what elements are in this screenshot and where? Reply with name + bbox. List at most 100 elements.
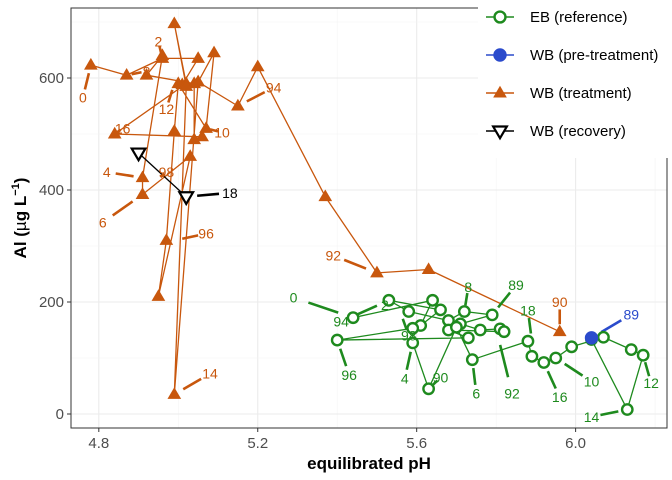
point-label-wbt: 92 — [325, 248, 341, 264]
point-label-eb: 4 — [401, 371, 409, 387]
label-leader-wbr — [197, 192, 220, 198]
marker-eb — [473, 323, 487, 337]
point-label-eb: 18 — [520, 302, 536, 318]
legend-label-wbpre: WB (pre-treatment) — [530, 47, 658, 64]
label-leader-wbt — [167, 89, 174, 103]
marker-wbt — [370, 265, 384, 278]
y-tick-label: 600 — [39, 70, 64, 87]
legend-label-wbr: WB (recovery) — [530, 123, 626, 140]
marker-eb — [620, 403, 634, 416]
legend-key-marker-wbt — [493, 85, 507, 98]
marker-eb — [402, 305, 416, 318]
x-tick-label: 6.0 — [565, 435, 586, 452]
label-leader-wbt — [115, 172, 134, 178]
legend: EB (reference) WB (pre-treatment) WB (trea… — [478, 0, 672, 158]
point-label-eb: 96 — [341, 367, 357, 383]
label-leader-eb — [600, 410, 619, 417]
label-leader-wbt — [159, 172, 166, 179]
point-label-wbt: 8 — [143, 63, 151, 79]
marker-wbt — [151, 289, 166, 301]
marker-eb — [549, 351, 563, 365]
label-leader-wbt — [182, 377, 202, 391]
marker-wbt — [191, 74, 205, 87]
label-leaders — [83, 45, 651, 417]
point-label-eb: 89 — [508, 277, 524, 293]
label-leader-eb — [498, 344, 510, 378]
point-label-wbt: 0 — [79, 90, 87, 106]
marker-eb — [461, 331, 475, 345]
label-leader-eb — [472, 367, 477, 386]
point-label-wbt: 2 — [155, 34, 163, 50]
point-label-wbt: 4 — [103, 164, 111, 180]
marker-wbt — [119, 68, 134, 80]
y-tick-label: 400 — [39, 182, 64, 199]
y-tick-label: 0 — [56, 406, 64, 423]
label-leader-wbt — [246, 90, 266, 103]
legend-label-eb: EB (reference) — [530, 9, 628, 26]
point-label-eb: 12 — [643, 375, 659, 391]
point-label-wbt: 94 — [266, 80, 282, 96]
plot-border — [70, 7, 668, 429]
legend-key-marker-eb — [493, 10, 507, 24]
label-leader-eb — [643, 361, 651, 377]
data-markers — [84, 16, 650, 416]
point-label-wbt: 98 — [159, 164, 175, 180]
point-label-eb: 90 — [433, 370, 449, 386]
label-leader-eb — [405, 351, 412, 371]
point-label-wbt: 10 — [214, 124, 230, 140]
marker-wbt — [139, 68, 154, 80]
point-label-wbt: 12 — [159, 101, 175, 117]
marker-wbt — [231, 98, 245, 111]
marker-eb — [565, 340, 579, 354]
point-label-eb: 10 — [584, 374, 600, 390]
marker-wbt — [135, 187, 150, 199]
point-label-eb: 0 — [290, 290, 298, 306]
point-label-eb: 16 — [552, 389, 568, 405]
x-tick-label: 4.8 — [88, 435, 109, 452]
label-leader-wbt — [181, 234, 199, 240]
marker-eb — [406, 336, 420, 350]
series-line-wbt — [90, 23, 560, 396]
marker-wbt — [191, 51, 205, 63]
marker-wbt — [183, 149, 198, 161]
label-leader-wbt — [209, 128, 219, 133]
marker-eb — [597, 330, 610, 344]
marker-wbt — [195, 129, 209, 142]
x-tick-label: 5.2 — [247, 435, 268, 452]
marker-wbt — [167, 16, 182, 29]
label-leader-eb — [563, 362, 584, 377]
marker-wbr — [129, 147, 148, 163]
marker-eb — [457, 305, 471, 318]
marker-eb — [346, 311, 360, 325]
y-axis-title: Al (µg L−1) — [10, 178, 30, 259]
marker-wbt — [155, 48, 170, 61]
point-label-wbt: 14 — [202, 366, 218, 382]
label-leader-eb — [527, 317, 533, 334]
x-tick-label: 5.6 — [406, 435, 427, 452]
marker-eb — [525, 349, 539, 363]
point-label-eb: 98 — [401, 328, 417, 344]
label-leader-wbt — [111, 200, 134, 217]
y-tick-label: 200 — [39, 294, 64, 311]
marker-wbt — [199, 121, 213, 133]
label-leader-wbpre — [600, 319, 622, 334]
point-label-wbt: 16 — [115, 120, 131, 136]
marker-wbt — [318, 189, 333, 202]
marker-eb — [636, 348, 650, 362]
marker-wbr — [177, 191, 195, 207]
label-leader-eb — [338, 348, 348, 367]
marker-eb — [434, 303, 447, 317]
point-label-eb: 2 — [381, 297, 389, 313]
x-axis: 4.8 5.2 5.6 6.0 — [88, 428, 586, 452]
point-label-eb: 8 — [464, 279, 472, 295]
label-leader-eb — [307, 301, 339, 314]
marker-wbt — [207, 45, 221, 58]
marker-wbpre — [584, 331, 599, 345]
marker-eb — [485, 308, 499, 322]
marker-wbt — [159, 233, 174, 245]
x-axis-title: equilibrated pH — [307, 454, 431, 473]
marker-eb — [624, 343, 638, 356]
marker-wbt — [84, 57, 98, 70]
